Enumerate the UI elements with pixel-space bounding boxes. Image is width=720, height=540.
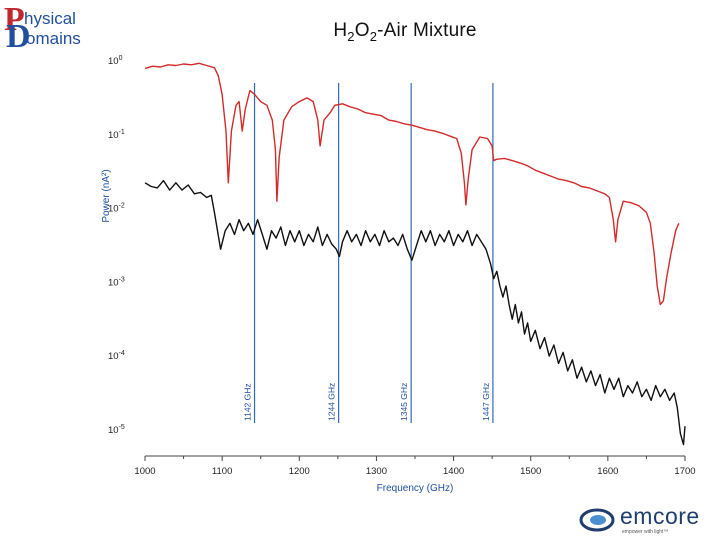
y-tick-label: 10-5 [108,424,125,436]
x-tick-label: 1600 [597,466,618,477]
title-h: H [333,20,348,41]
x-tick-label: 1400 [443,466,464,477]
logo-letter-p: P [4,1,25,38]
title-sub-2: 2 [369,28,378,44]
y-tick-label: 10-2 [108,203,125,215]
title-o: O [354,20,370,41]
series-line-1 [144,62,680,306]
frequency-markers: 1142 GHz 1244 GHz 1345 GHz 1447 GHz [243,83,494,423]
x-tick-label: 1700 [674,466,695,477]
y-tick-label: 100 [108,55,123,67]
x-tick-label: 1200 [289,466,310,477]
title-suffix: -Air Mixture [377,20,477,41]
marker-label: 1244 GHz [327,383,337,421]
logo-letter-d: D [6,18,31,55]
y-tick-label: 10-4 [108,350,125,362]
logo-line1: hysical [24,9,76,28]
emcore-swirl-icon [579,508,615,532]
series-line-2 [144,179,686,446]
physical-domains-logo: P hysical D omains [4,1,96,54]
chart-title: H2O2-Air Mixture [0,20,720,44]
y-tick-label: 10-1 [108,129,125,141]
marker-label: 1142 GHz [243,383,253,421]
emcore-logo: emcore empower with light™ [578,503,714,537]
title-sub-1: 2 [347,28,355,44]
y-axis: 100 10-1 10-2 10-3 10-4 10-5 [108,55,125,436]
y-tick-label: 10-3 [108,276,125,288]
x-axis-title: Frequency (GHz) [377,483,454,494]
x-axis: 1000 1100 1200 1300 1400 1500 1600 1700 [134,456,696,477]
logo-line2: omains [26,29,81,48]
emcore-brand: emcore [620,503,700,529]
x-tick-label: 1300 [366,466,387,477]
series-lines [144,62,686,446]
y-axis-title: Power (nA²) [101,169,112,222]
marker-label: 1447 GHz [481,383,491,421]
x-tick-label: 1500 [520,466,541,477]
x-tick-label: 1000 [134,466,155,477]
emcore-tagline: empower with light™ [622,529,669,535]
marker-label: 1345 GHz [399,383,409,421]
x-tick-label: 1100 [212,466,232,477]
